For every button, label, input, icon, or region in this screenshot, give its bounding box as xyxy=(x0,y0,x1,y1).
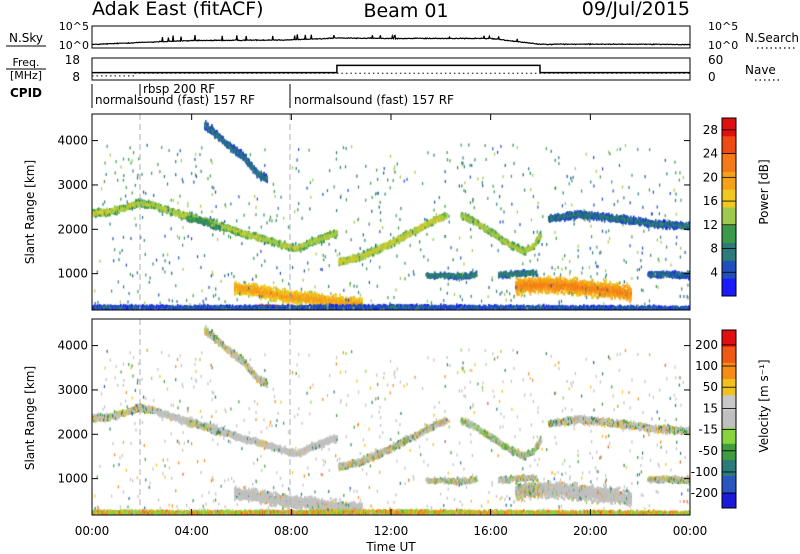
colorbar-segment xyxy=(722,242,736,261)
colorbar-tick-label: 50 xyxy=(703,380,718,394)
x-tick-label: 00:00 xyxy=(673,524,708,538)
x-axis-label: Time UT xyxy=(365,540,416,554)
colorbar-segment xyxy=(722,153,736,172)
y-tick-label: 3000 xyxy=(57,383,88,397)
cpid-entry-1: rbsp 200 RF xyxy=(143,82,215,96)
n-sky-tick-bottom: 10^0 xyxy=(59,39,89,52)
colorbar-segment xyxy=(722,189,736,208)
colorbar-segment xyxy=(722,330,736,347)
y-tick-label: 2000 xyxy=(57,427,88,441)
freq-tick-top: 18 xyxy=(65,53,80,67)
colorbar-tick-label: 16 xyxy=(703,194,718,208)
colorbar-tick-label: 12 xyxy=(703,218,718,232)
freq-tick-bottom: 8 xyxy=(72,70,80,84)
velocity-y-axis-label: Slant Range [km] xyxy=(23,366,37,470)
colorbar-segment xyxy=(722,459,736,477)
freq-axis-frame xyxy=(91,57,691,81)
n-sky-label: N.Sky xyxy=(9,31,43,45)
x-tick-label: 20:00 xyxy=(573,524,608,538)
colorbar-tick-label: 200 xyxy=(695,338,718,352)
colorbar-segment xyxy=(722,394,736,412)
colorbar-tick-label: 15 xyxy=(703,401,718,415)
freq-series-line xyxy=(92,64,690,74)
cpid-entry-2: normalsound (fast) 157 RF xyxy=(294,93,454,107)
nave-label: Nave xyxy=(745,63,776,77)
power-panel: 1000 2000 3000 4000 Slant Range [km] 4 8 12 16… xyxy=(23,113,771,311)
colorbar-tick-label: 20 xyxy=(703,170,718,184)
n-sky-axis-frame xyxy=(91,25,691,49)
colorbar-segment xyxy=(722,118,736,137)
colorbar-segment xyxy=(722,443,736,460)
velocity-x-ticks: 00:00 04:00 08:00 12:00 16:00 20:00 00:00 xyxy=(75,114,708,538)
colorbar-tick-label: -50 xyxy=(698,444,718,458)
power-colorbar: 4 8 12 16 20 24 28 xyxy=(703,117,737,297)
colorbar-segment xyxy=(722,491,736,509)
freq-nave-panel: Freq. [MHz] 18 8 60 0 Nave xyxy=(6,53,780,84)
colorbar-segment xyxy=(722,410,736,428)
velocity-colorbar: 200 100 50 15 -15 -50 -100 -200 xyxy=(691,329,737,509)
n-search-tick-bottom: 10^0 xyxy=(708,39,738,52)
colorbar-tick-label: -100 xyxy=(691,465,718,479)
velocity-heatmap-container xyxy=(92,319,690,515)
station-title: Adak East (fitACF) xyxy=(92,0,264,20)
colorbar-segment xyxy=(722,224,736,244)
freq-label: Freq. xyxy=(12,56,39,69)
date-title: 09/Jul/2015 xyxy=(582,0,690,20)
colorbar-frame xyxy=(721,117,737,297)
colorbar-segment xyxy=(722,346,736,363)
y-tick-label: 4000 xyxy=(57,134,88,148)
colorbar-tick-label: 100 xyxy=(695,359,718,373)
colorbar-segment xyxy=(722,207,736,226)
colorbar-segment xyxy=(722,362,736,380)
nave-tick-top: 60 xyxy=(708,53,723,67)
y-tick-label: 1000 xyxy=(57,267,88,281)
n-sky-tick-top: 10^5 xyxy=(59,20,89,33)
power-heatmap xyxy=(92,114,690,310)
colorbar-segment xyxy=(722,171,736,190)
colorbar-tick-label: 28 xyxy=(703,123,718,137)
velocity-colorbar-label: Velocity [m s⁻¹] xyxy=(757,359,771,452)
colorbar-tick-label: 8 xyxy=(710,242,718,256)
power-colorbar-label: Power [dB] xyxy=(757,159,771,224)
colorbar-segment xyxy=(722,475,736,493)
velocity-panel: 1000 2000 3000 4000 00:00 04:00 08:00 12:00 16:… xyxy=(23,114,771,554)
colorbar-tick-label: -15 xyxy=(698,423,718,437)
colorbar-frame xyxy=(721,329,737,509)
x-tick-label: 16:00 xyxy=(473,524,508,538)
x-tick-label: 12:00 xyxy=(374,524,409,538)
cpid-entry-0: normalsound (fast) 157 RF xyxy=(95,93,255,107)
cpid-label: CPID xyxy=(10,86,42,100)
x-tick-label: 04:00 xyxy=(174,524,209,538)
cpid-panel: CPID normalsound (fast) 157 RF rbsp 200 … xyxy=(10,82,454,108)
power-heatmap-container xyxy=(92,114,690,310)
freq-unit: [MHz] xyxy=(10,69,42,82)
colorbar-segment xyxy=(722,427,736,444)
n-sky-search-panel: N.Sky 10^5 10^0 10^5 10^0 N.Search xyxy=(6,20,799,52)
colorbar-segment xyxy=(722,278,736,297)
velocity-y-ticks: 1000 2000 3000 4000 xyxy=(57,339,690,486)
velocity-heatmap xyxy=(92,319,690,515)
x-tick-label: 00:00 xyxy=(75,524,110,538)
y-tick-label: 2000 xyxy=(57,222,88,236)
x-tick-label: 08:00 xyxy=(274,524,309,538)
colorbar-segment xyxy=(722,260,736,279)
y-tick-label: 4000 xyxy=(57,339,88,353)
colorbar-tick-label: 4 xyxy=(710,265,718,279)
power-y-axis-label: Slant Range [km] xyxy=(23,160,37,264)
colorbar-tick-label: 24 xyxy=(703,147,718,161)
power-y-ticks: 1000 2000 3000 4000 xyxy=(57,134,690,281)
n-search-tick-top: 10^5 xyxy=(708,20,738,33)
beam-title: Beam 01 xyxy=(363,0,448,22)
nave-tick-bottom: 0 xyxy=(708,70,716,84)
n-search-label: N.Search xyxy=(745,31,799,45)
n-sky-series-line xyxy=(91,33,691,46)
y-tick-label: 3000 xyxy=(57,178,88,192)
colorbar-tick-label: -200 xyxy=(691,486,718,500)
y-tick-label: 1000 xyxy=(57,472,88,486)
colorbar-segment xyxy=(722,135,736,155)
